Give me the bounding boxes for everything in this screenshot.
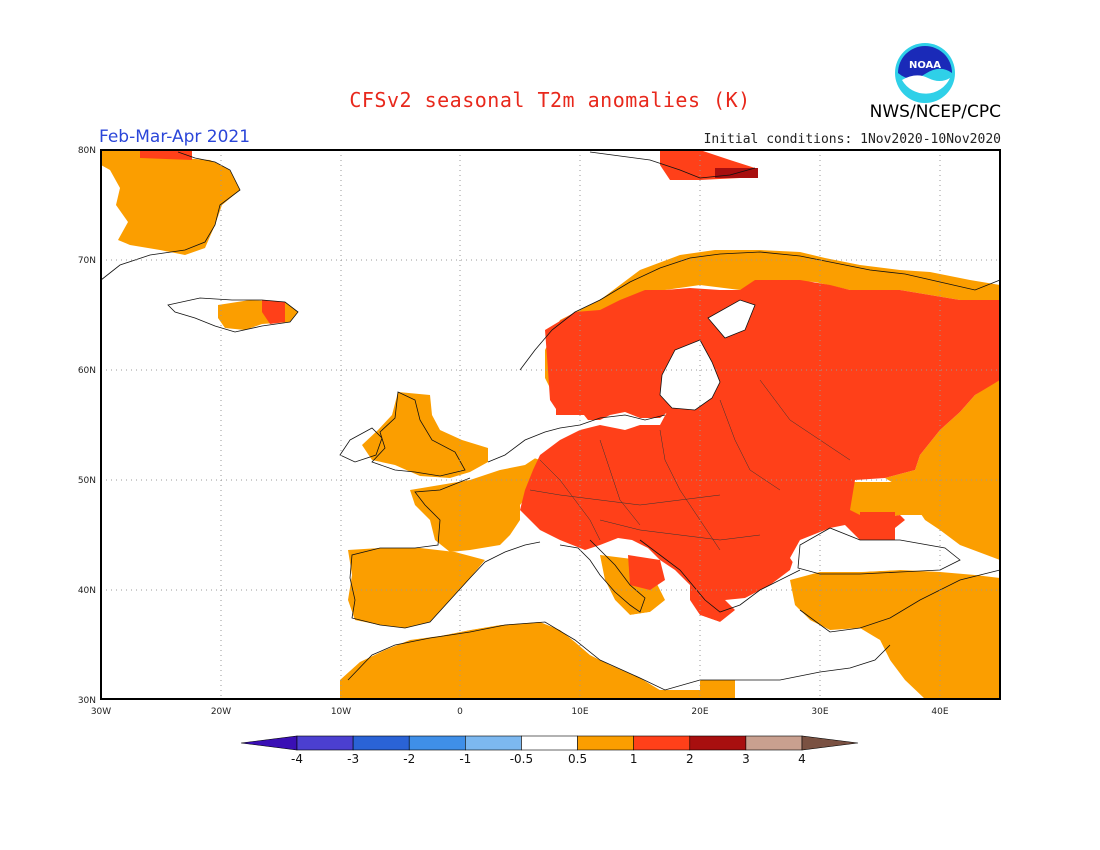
border-layer [529, 379, 851, 551]
colorbar-label: 0.5 [568, 752, 587, 766]
colorbar-extend-low [240, 735, 298, 751]
british-isles-region [362, 392, 488, 478]
chart-title: CFSv2 seasonal T2m anomalies (K) [349, 88, 751, 112]
lon-label-40e: 40E [931, 707, 948, 717]
colorbar: -4 -3 -2 -1 -0.5 0.5 1 2 3 4 [240, 735, 859, 766]
lon-label-30w: 30W [91, 707, 111, 717]
turkey-mideast-region [790, 570, 1000, 699]
iberia-region [348, 548, 485, 628]
forecast-period: Feb-Mar-Apr 2021 [99, 127, 251, 147]
initial-conditions: Initial conditions: 1Nov2020-10Nov2020 [703, 132, 1001, 147]
western-europe-region [410, 455, 540, 552]
colorbar-swatch [689, 735, 747, 751]
lon-label-20e: 20E [691, 707, 708, 717]
agency-label: NWS/NCEP/CPC [869, 102, 1001, 122]
north-sea-neutral [488, 440, 540, 470]
country-borders [529, 379, 851, 551]
lat-label-60n: 60N [78, 366, 96, 376]
noaa-logo: NOAA [895, 43, 955, 103]
turkey-coast [799, 569, 1001, 633]
colorbar-swatch [408, 735, 466, 751]
colorbar-swatch [633, 735, 691, 751]
lon-label-30e: 30E [811, 707, 828, 717]
lat-label-80n: 80N [78, 146, 96, 156]
colorbar-label: -4 [291, 752, 303, 766]
denmark-region [556, 398, 590, 415]
scandinavia-coast [519, 251, 1001, 371]
noaa-logo-text: NOAA [909, 60, 941, 71]
anomaly-0.5-1-layer [101, 150, 1000, 699]
iceland-east-region [262, 300, 285, 324]
colorbar-swatch [521, 735, 578, 751]
mediterranean-neutral [435, 545, 900, 699]
lat-axis-labels: 30N 40N 50N 60N 70N 80N [78, 146, 96, 706]
map-frame [100, 149, 1001, 700]
lon-label-10w: 10W [331, 707, 351, 717]
north-coast-europe [487, 414, 666, 463]
colorbar-label: 4 [798, 752, 806, 766]
noaa-logo-bird [902, 75, 950, 94]
balkans-red-region [628, 555, 665, 590]
lon-label-10e: 10E [571, 707, 588, 717]
colorbar-label: 3 [742, 752, 750, 766]
lon-label-0: 0 [457, 707, 463, 717]
balkan-coast [639, 539, 801, 613]
baltic-coast [659, 299, 756, 411]
ukraine-south-region [850, 482, 940, 520]
france-iberia-coast [349, 477, 541, 629]
colorbar-label: -1 [459, 752, 471, 766]
italy-coast [559, 539, 646, 613]
colorbar-swatch [577, 735, 634, 751]
baltic-sea-neutral [660, 340, 720, 410]
anomaly-1-2-layer [140, 150, 1000, 622]
british-isles-coast [339, 391, 466, 477]
colorbar-swatch [745, 735, 803, 751]
colorbar-swatch [352, 735, 410, 751]
colorbar-extend-high [801, 735, 859, 751]
gulf-bothnia-neutral [708, 300, 755, 338]
colorbar-label: -0.5 [510, 752, 533, 766]
svalbard-coast [589, 151, 756, 179]
noaa-logo-sky [898, 46, 952, 79]
lon-label-20w: 20W [211, 707, 231, 717]
lat-label-70n: 70N [78, 256, 96, 266]
caucasus-red-region [860, 512, 895, 540]
north-africa-region [340, 622, 700, 699]
colorbar-swatch [296, 735, 354, 751]
greenland-coast [100, 151, 241, 281]
lat-label-50n: 50N [78, 476, 96, 486]
lon-axis-labels: 30W 20W 10W 0 10E 20E 30E 40E [91, 707, 949, 717]
coastline-layer [100, 151, 1001, 691]
colorbar-label: 1 [630, 752, 638, 766]
colorbar-swatch [465, 735, 522, 751]
black-sea-coast [797, 527, 961, 575]
colorbar-label: -3 [347, 752, 359, 766]
greenland-region [101, 150, 240, 255]
iceland-coast [167, 297, 299, 333]
africa-coast [347, 621, 891, 691]
black-sea-neutral [790, 528, 960, 572]
colorbar-label: -2 [403, 752, 415, 766]
neutral-areas-layer [435, 300, 960, 699]
greece-red-region [690, 585, 735, 622]
eastern-steppe-region [885, 380, 1000, 560]
map-panel [100, 149, 1001, 700]
lat-label-30n: 30N [78, 696, 96, 706]
scandinavian-coast-region [545, 250, 1000, 398]
libya-egypt-region [700, 678, 735, 699]
lat-label-40n: 40N [78, 586, 96, 596]
colorbar-label: 2 [686, 752, 694, 766]
